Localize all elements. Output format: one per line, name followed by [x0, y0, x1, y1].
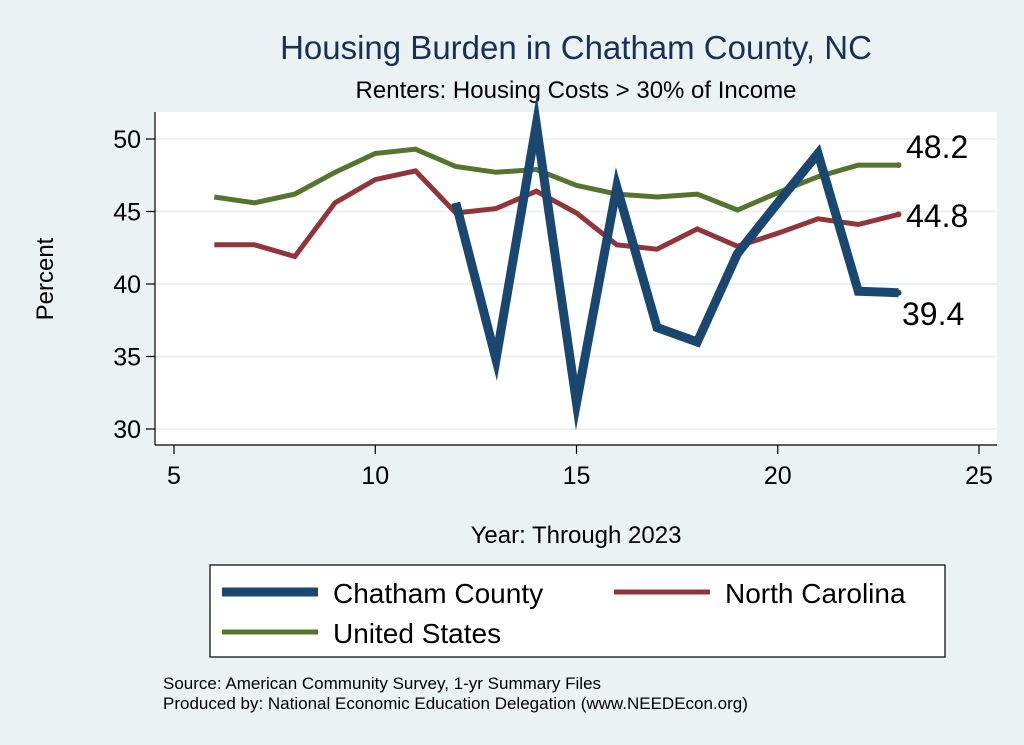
legend: Chatham County North Carolina United Sta… [209, 564, 946, 658]
producer-note: Produced by: National Economic Education… [163, 694, 748, 713]
end-label-united-states: 48.2 [906, 129, 968, 165]
series-line-united-states-end-point [895, 162, 902, 169]
legend-label-united-states: United States [333, 618, 501, 649]
legend-label-chatham: Chatham County [333, 578, 543, 609]
source-note: Source: American Community Survey, 1-yr … [163, 674, 601, 693]
y-tick-label: 35 [113, 344, 141, 372]
x-tick-label: 10 [361, 462, 389, 490]
y-tick-label: 40 [113, 271, 141, 299]
x-tick-label: 25 [965, 462, 993, 490]
y-tick-label: 50 [113, 126, 141, 154]
legend-label-north-carolina: North Carolina [725, 578, 906, 609]
series-line-north-carolina-end-point [895, 211, 902, 218]
chart-subtitle: Renters: Housing Costs > 30% of Income [356, 77, 797, 104]
x-tick-label: 15 [563, 462, 591, 490]
series-line-chatham-end-point [895, 289, 902, 296]
series-line-north-carolina [214, 168, 900, 260]
y-tick-label: 45 [113, 199, 141, 227]
x-axis-ticks: 5 10 15 20 25 [167, 445, 993, 490]
x-axis-label: Year: Through 2023 [471, 522, 682, 549]
end-label-chatham: 39.4 [902, 296, 964, 332]
series-line-chatham [451, 95, 899, 431]
x-tick-label: 20 [764, 462, 792, 490]
y-tick-label: 30 [113, 416, 141, 444]
y-axis-ticks: 30 35 40 45 50 [113, 126, 155, 444]
end-label-north-carolina: 44.8 [906, 198, 968, 234]
x-tick-label: 5 [167, 462, 181, 490]
y-axis-label: Percent [32, 237, 59, 320]
legend-box [209, 564, 946, 658]
chart-title: Housing Burden in Chatham County, NC [280, 29, 872, 66]
series-layer [213, 95, 902, 431]
